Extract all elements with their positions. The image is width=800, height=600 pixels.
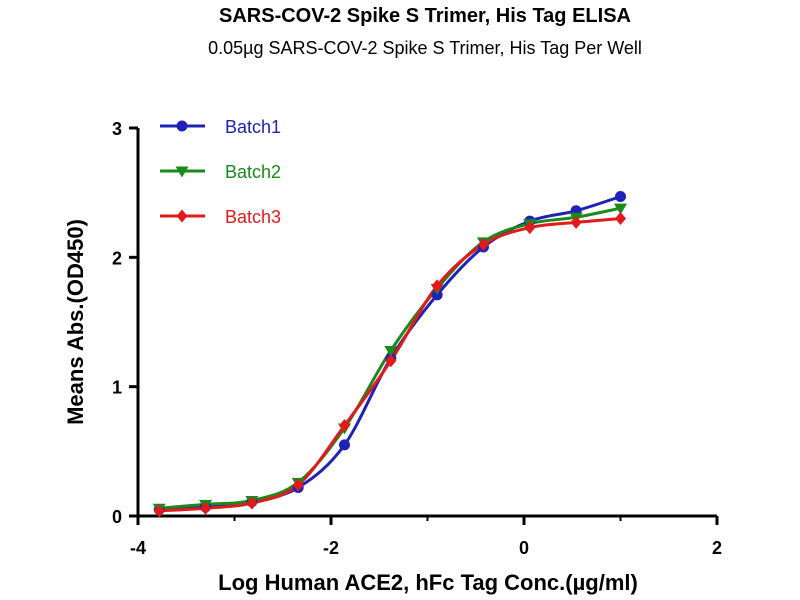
legend-label-batch3: Batch3 <box>225 207 281 227</box>
data-point-batch3 <box>200 501 212 515</box>
data-point-batch3 <box>153 504 165 518</box>
y-tick-label: 3 <box>112 119 122 139</box>
data-point-batch3 <box>246 496 258 510</box>
data-point-batch2 <box>384 345 398 357</box>
data-point-batch3 <box>524 221 536 235</box>
x-tick-label: -2 <box>323 538 339 558</box>
y-tick-label: 2 <box>112 248 122 268</box>
legend: Batch1 Batch2 Batch3 <box>160 117 281 227</box>
y-tick-label: 1 <box>112 378 122 398</box>
x-tick-label: 0 <box>519 538 529 558</box>
legend-marker-batch2 <box>175 166 189 178</box>
chart-subtitle: 0.05µg SARS-COV-2 Spike S Trimer, His Ta… <box>208 38 642 58</box>
data-point-batch3 <box>615 212 626 226</box>
data-point-batch3 <box>570 215 582 229</box>
axes <box>136 128 717 518</box>
data-point-batch3 <box>477 237 489 251</box>
chart-title: SARS-COV-2 Spike S Trimer, His Tag ELISA <box>219 5 631 27</box>
data-point-batch2 <box>614 203 627 215</box>
legend-marker-batch1 <box>176 120 188 132</box>
data-point-batch3 <box>431 279 443 293</box>
data-point-batch1 <box>615 191 626 203</box>
legend-label-batch1: Batch1 <box>225 117 281 137</box>
data-point-batch3 <box>339 418 351 432</box>
data-point-batch3 <box>385 354 397 368</box>
legend-marker-batch3 <box>176 209 188 223</box>
data-point-batch1 <box>339 439 351 451</box>
legend-label-batch2: Batch2 <box>225 162 281 182</box>
x-axis-label: Log Human ACE2, hFc Tag Conc.(µg/ml) <box>218 570 638 595</box>
data-point-batch3 <box>292 478 304 492</box>
x-tick-label: 2 <box>712 538 722 558</box>
data-markers <box>152 191 627 518</box>
ticks: -4 -2 0 2 0 1 2 3 <box>112 119 722 558</box>
y-axis-label: Means Abs.(OD450) <box>63 219 88 425</box>
x-tick-label: -4 <box>130 538 146 558</box>
y-tick-label: 0 <box>112 507 122 527</box>
